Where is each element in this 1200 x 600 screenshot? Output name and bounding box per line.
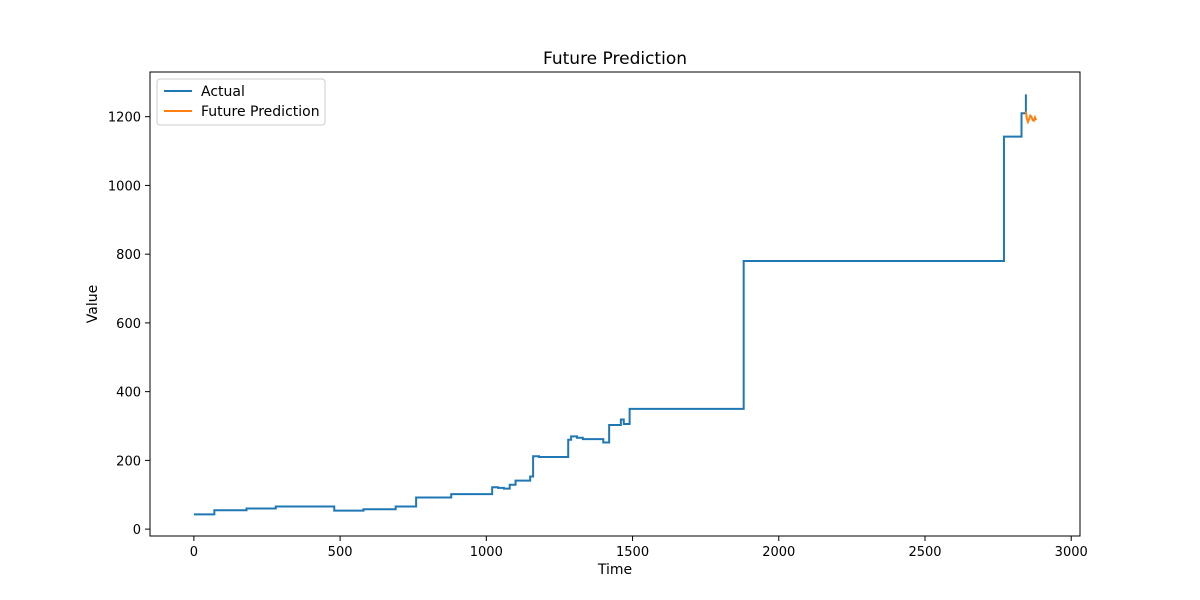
x-tick-label: 1500 [616, 545, 649, 560]
legend-box [156, 78, 326, 126]
y-axis-label: Value [85, 285, 101, 323]
x-tick-label: 1000 [470, 545, 503, 560]
x-tick-label: 0 [190, 545, 198, 560]
legend: Actual Future Prediction [156, 78, 326, 126]
axes-frame [149, 71, 1081, 537]
y-tick-label: 0 [133, 523, 141, 538]
y-axis: 0 200 400 600 800 1000 1200 [108, 111, 150, 538]
x-axis: 0 500 1000 1500 2000 2500 3000 [190, 536, 1088, 560]
x-tick-label: 3000 [1055, 545, 1088, 560]
y-tick-label: 1000 [108, 179, 141, 194]
x-axis-label: Time [597, 562, 632, 578]
series-line-future-prediction [1024, 111, 1038, 125]
legend-label-actual: Actual [201, 84, 245, 100]
y-tick-label: 200 [116, 454, 141, 469]
y-tick-label: 400 [116, 386, 141, 401]
plot-area [193, 94, 1038, 516]
series-line-actual [193, 94, 1027, 516]
x-tick-label: 2500 [908, 545, 941, 560]
chart-title: Future Prediction [543, 49, 687, 69]
x-tick-label: 2000 [762, 545, 795, 560]
y-tick-label: 800 [116, 248, 141, 263]
legend-label-future-prediction: Future Prediction [201, 104, 320, 120]
x-tick-label: 500 [328, 545, 353, 560]
y-tick-label: 1200 [108, 111, 141, 126]
y-tick-label: 600 [116, 317, 141, 332]
